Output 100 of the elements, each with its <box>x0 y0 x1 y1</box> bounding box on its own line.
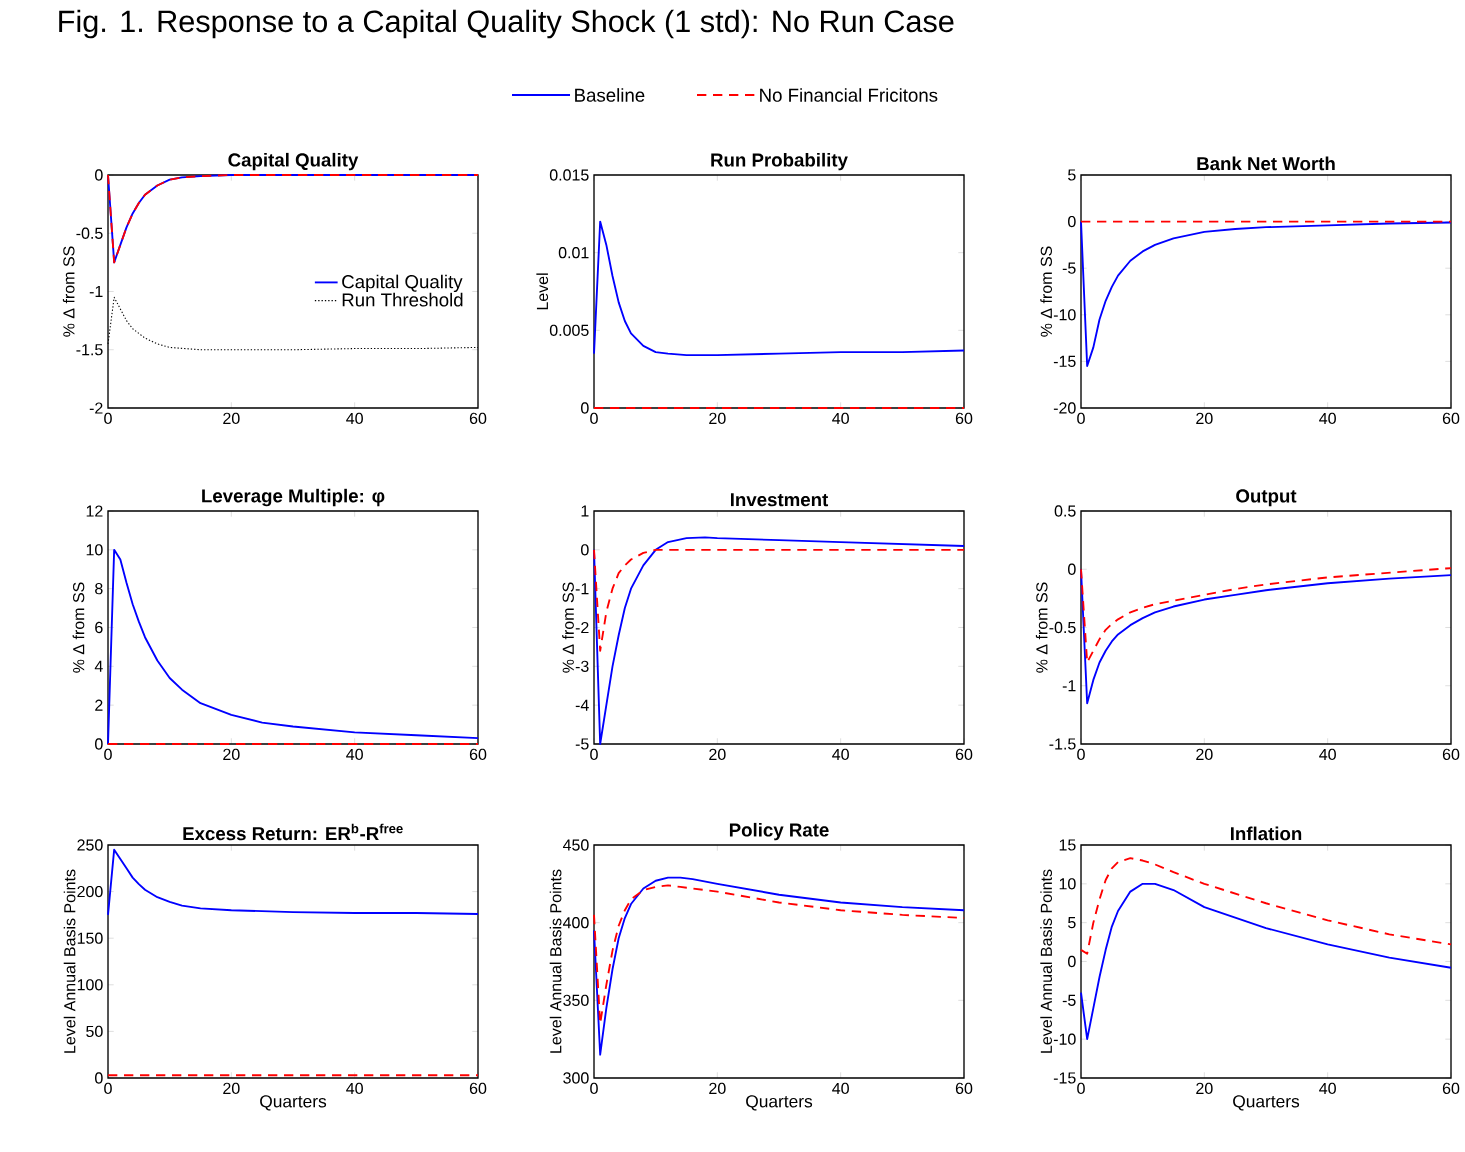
y-axis-title: Level <box>536 273 549 310</box>
x-tick-label: 0 <box>1077 1082 1085 1095</box>
x-axis-title: Quarters <box>1233 1095 1300 1111</box>
line-series <box>1080 220 1452 367</box>
y-tick-label: 400 <box>562 917 589 929</box>
y-axis-title: % Δ from SS <box>72 582 85 673</box>
y-tick-label: -1.5 <box>1049 738 1076 750</box>
y-tick-label: 0 <box>95 738 103 750</box>
text: Fig. 1. Response to a Capital Quality Shock (1 std): No Run Case <box>59 9 954 39</box>
y-tick-label: 10 <box>86 544 103 556</box>
chart-title: Bank Net Worth <box>1197 156 1335 171</box>
y-tick-label: -20 <box>1053 402 1076 414</box>
x-tick-label: 0 <box>104 412 112 425</box>
x-tick-label: 20 <box>1196 1082 1213 1095</box>
chart-title: Policy Rate <box>729 822 829 841</box>
y-tick-label: -0.5 <box>76 227 103 239</box>
chart-title: Investment <box>730 493 829 507</box>
y-tick-label: -10 <box>1053 309 1076 321</box>
line-series <box>1080 882 1452 1041</box>
y-tick-label: 150 <box>77 932 103 944</box>
chart-title: Inflation <box>1230 826 1302 841</box>
y-tick-label: 5 <box>1068 169 1076 181</box>
chart-title: Run Probability <box>711 152 848 171</box>
y-axis-title: % Δ from SS <box>1035 582 1048 673</box>
y-tick-label: 300 <box>563 1072 589 1084</box>
chart-title: Excess Return: ER$^{b}$-R$^{free}$ <box>183 823 403 841</box>
x-tick-label: 40 <box>346 412 363 425</box>
legend-label: Capital Quality <box>342 274 463 293</box>
y-tick-label: -1 <box>575 583 589 595</box>
x-tick-label: 40 <box>1319 412 1336 425</box>
x-tick-label: 20 <box>709 1082 726 1095</box>
y-tick-label: 250 <box>77 839 103 851</box>
x-tick-label: 0 <box>1077 748 1085 761</box>
y-tick-label: 0 <box>581 544 589 556</box>
legend-label: Baseline <box>575 88 645 102</box>
y-tick-label: -5 <box>1062 994 1076 1006</box>
x-tick-label: 20 <box>1196 748 1213 761</box>
y-tick-label: 50 <box>86 1025 103 1038</box>
legend-label: No Financial Fricitons <box>760 88 938 102</box>
y-tick-label: 1 <box>581 505 589 517</box>
y-tick-label: -1 <box>89 286 103 297</box>
x-tick-label: 0 <box>590 1082 598 1095</box>
y-tick-label: 0.5 <box>1054 505 1076 517</box>
y-axis-title: % Δ from SS <box>62 246 75 337</box>
x-tick-label: 60 <box>469 412 487 425</box>
x-tick-label: 20 <box>223 748 240 761</box>
y-tick-label: 0 <box>1068 955 1076 968</box>
y-tick-label: 100 <box>77 979 103 991</box>
chart-title: Capital Quality <box>228 152 359 171</box>
y-axis-title: % Δ from SS <box>1040 246 1053 337</box>
line-series <box>1080 857 1452 955</box>
x-tick-label: 40 <box>346 1082 363 1095</box>
y-tick-label: 0 <box>1068 215 1076 228</box>
x-tick-label: 60 <box>469 1082 487 1095</box>
x-tick-label: 0 <box>590 412 598 425</box>
x-tick-label: 0 <box>1077 412 1085 425</box>
x-axis-title: Quarters <box>260 1095 327 1111</box>
x-tick-label: 40 <box>832 748 849 761</box>
y-tick-label: 4 <box>94 660 103 672</box>
y-axis-title: Level Annual Basis Points <box>549 869 562 1053</box>
x-tick-label: 20 <box>709 412 726 425</box>
x-tick-label: 40 <box>1319 1082 1336 1095</box>
y-tick-label: -5 <box>1062 262 1076 274</box>
x-tick-label: 20 <box>223 412 240 425</box>
y-tick-label: 15 <box>1059 839 1076 851</box>
y-tick-label: 6 <box>95 621 103 634</box>
x-tick-label: 40 <box>346 748 363 761</box>
line-series <box>593 220 965 357</box>
y-tick-label: -2 <box>575 621 589 634</box>
y-tick-label: -0.5 <box>1049 621 1076 634</box>
y-tick-label: -15 <box>1053 355 1076 367</box>
x-tick-label: 0 <box>590 748 598 761</box>
y-tick-label: 0.01 <box>558 247 589 259</box>
line-series <box>107 848 479 916</box>
line-series <box>593 876 965 1056</box>
x-axis-title: Quarters <box>746 1095 813 1111</box>
y-tick-label: 0 <box>581 402 589 414</box>
x-tick-label: 60 <box>469 748 487 761</box>
y-tick-label: -1 <box>1062 680 1076 692</box>
y-tick-label: 2 <box>95 699 103 711</box>
y-axis-title: Level Annual Basis Points <box>1040 869 1053 1053</box>
legend-label: Run Threshold <box>342 292 463 307</box>
y-tick-label: 0.015 <box>549 169 589 181</box>
y-tick-label: 200 <box>77 885 103 898</box>
x-tick-label: 20 <box>709 748 726 761</box>
x-tick-label: 40 <box>832 412 849 425</box>
y-tick-label: 0 <box>1068 563 1076 575</box>
y-axis-title: Level Annual Basis Points <box>63 869 76 1053</box>
y-tick-label: 5 <box>1068 917 1076 929</box>
y-tick-label: 450 <box>562 839 589 851</box>
y-tick-label: 0 <box>95 1072 103 1084</box>
x-tick-label: 20 <box>1196 412 1213 425</box>
y-tick-label: 350 <box>563 994 589 1006</box>
y-tick-label: -4 <box>575 699 589 711</box>
y-tick-label: 10 <box>1059 878 1076 890</box>
x-tick-label: 60 <box>955 1082 973 1095</box>
x-tick-label: 60 <box>955 412 973 425</box>
y-tick-label: -2 <box>89 402 103 414</box>
y-tick-label: -3 <box>575 660 589 672</box>
chart-title: Leverage Multiple: φ <box>202 488 385 507</box>
